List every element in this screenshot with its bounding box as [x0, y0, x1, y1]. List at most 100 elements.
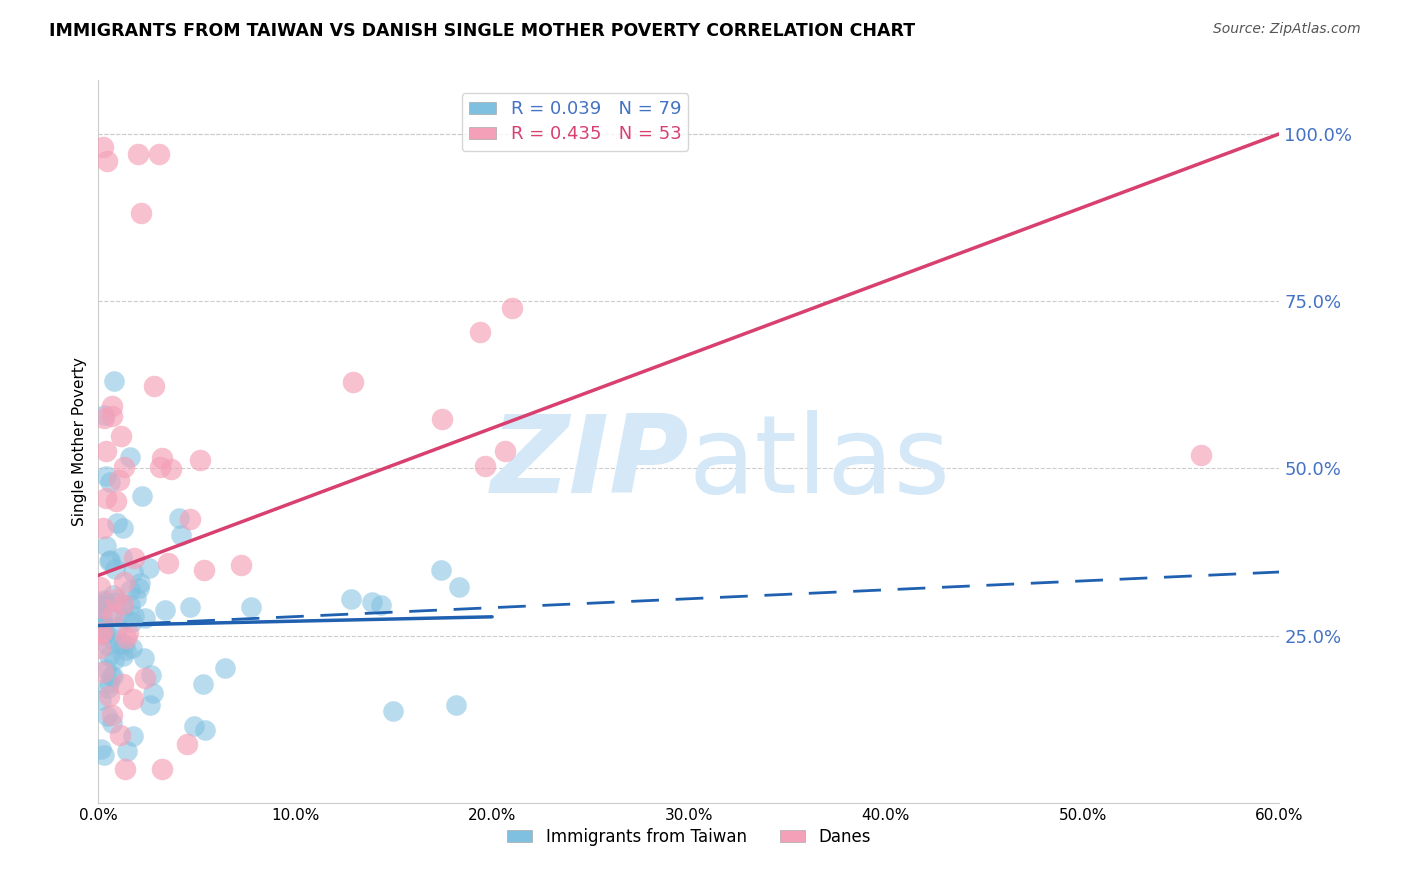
- Point: [138, 560, 160, 574]
- Point: [93, 748, 115, 763]
- Point: [112, 598, 135, 612]
- Point: [191, 676, 214, 690]
- Point: [93, 595, 115, 609]
- Point: [176, 737, 198, 751]
- Text: ZIP: ZIP: [491, 410, 689, 516]
- Point: [91, 625, 114, 640]
- Point: [231, 558, 253, 573]
- Point: [104, 595, 127, 609]
- Point: [94, 491, 117, 505]
- Point: [430, 563, 453, 577]
- Point: [98, 553, 121, 567]
- Text: atlas: atlas: [689, 410, 950, 516]
- Point: [96, 638, 118, 652]
- Point: [124, 609, 146, 624]
- Point: [108, 637, 131, 651]
- Point: [131, 489, 153, 503]
- Point: [105, 516, 128, 531]
- Point: [101, 669, 124, 683]
- Point: [89, 641, 111, 656]
- Point: [100, 669, 122, 683]
- Point: [150, 762, 173, 776]
- Point: [444, 698, 467, 712]
- Text: Source: ZipAtlas.com: Source: ZipAtlas.com: [1213, 22, 1361, 37]
- Point: [98, 648, 121, 663]
- Point: [194, 723, 217, 737]
- Point: [111, 676, 134, 690]
- Point: [193, 563, 215, 577]
- Point: [118, 583, 141, 598]
- Point: [169, 511, 191, 525]
- Point: [103, 653, 125, 667]
- Point: [494, 443, 516, 458]
- Point: [148, 147, 170, 161]
- Point: [121, 641, 143, 656]
- Point: [91, 617, 114, 632]
- Point: [101, 608, 124, 623]
- Point: [114, 459, 136, 474]
- Point: [100, 715, 122, 730]
- Point: [470, 325, 492, 339]
- Point: [179, 599, 201, 614]
- Point: [90, 609, 112, 624]
- Point: [122, 551, 145, 566]
- Point: [89, 580, 111, 594]
- Point: [101, 409, 124, 424]
- Point: [94, 539, 117, 553]
- Point: [150, 451, 173, 466]
- Text: IMMIGRANTS FROM TAIWAN VS DANISH SINGLE MOTHER POVERTY CORRELATION CHART: IMMIGRANTS FROM TAIWAN VS DANISH SINGLE …: [49, 22, 915, 40]
- Point: [382, 704, 405, 718]
- Point: [90, 742, 112, 756]
- Point: [142, 686, 165, 700]
- Point: [501, 301, 523, 315]
- Point: [128, 581, 150, 595]
- Point: [188, 453, 211, 467]
- Point: [96, 709, 118, 723]
- Point: [117, 743, 139, 757]
- Point: [101, 588, 124, 602]
- Point: [340, 592, 363, 607]
- Point: [89, 627, 111, 641]
- Point: [170, 527, 193, 541]
- Point: [127, 147, 149, 161]
- Point: [160, 462, 183, 476]
- Point: [111, 648, 134, 663]
- Point: [134, 611, 156, 625]
- Point: [370, 599, 392, 613]
- Point: [103, 375, 125, 389]
- Point: [89, 603, 111, 617]
- Y-axis label: Single Mother Poverty: Single Mother Poverty: [72, 357, 87, 526]
- Point: [90, 601, 112, 615]
- Point: [118, 450, 141, 465]
- Point: [101, 707, 124, 722]
- Point: [134, 672, 156, 686]
- Point: [103, 608, 125, 623]
- Point: [129, 206, 152, 220]
- Point: [94, 468, 117, 483]
- Point: [98, 554, 121, 568]
- Point: [108, 728, 131, 742]
- Point: [118, 598, 141, 612]
- Point: [101, 399, 124, 413]
- Point: [112, 521, 135, 535]
- Point: [129, 575, 152, 590]
- Point: [112, 575, 135, 590]
- Point: [111, 550, 134, 565]
- Point: [100, 631, 122, 645]
- Point: [361, 595, 384, 609]
- Point: [98, 689, 121, 703]
- Point: [90, 693, 112, 707]
- Point: [110, 429, 132, 443]
- Point: [149, 460, 172, 475]
- Point: [96, 681, 118, 696]
- Point: [114, 762, 136, 776]
- Point: [91, 665, 114, 679]
- Point: [143, 379, 166, 393]
- Point: [111, 597, 134, 611]
- Point: [157, 557, 180, 571]
- Point: [114, 643, 136, 657]
- Point: [122, 729, 145, 743]
- Point: [474, 459, 496, 474]
- Point: [94, 662, 117, 676]
- Point: [93, 593, 115, 607]
